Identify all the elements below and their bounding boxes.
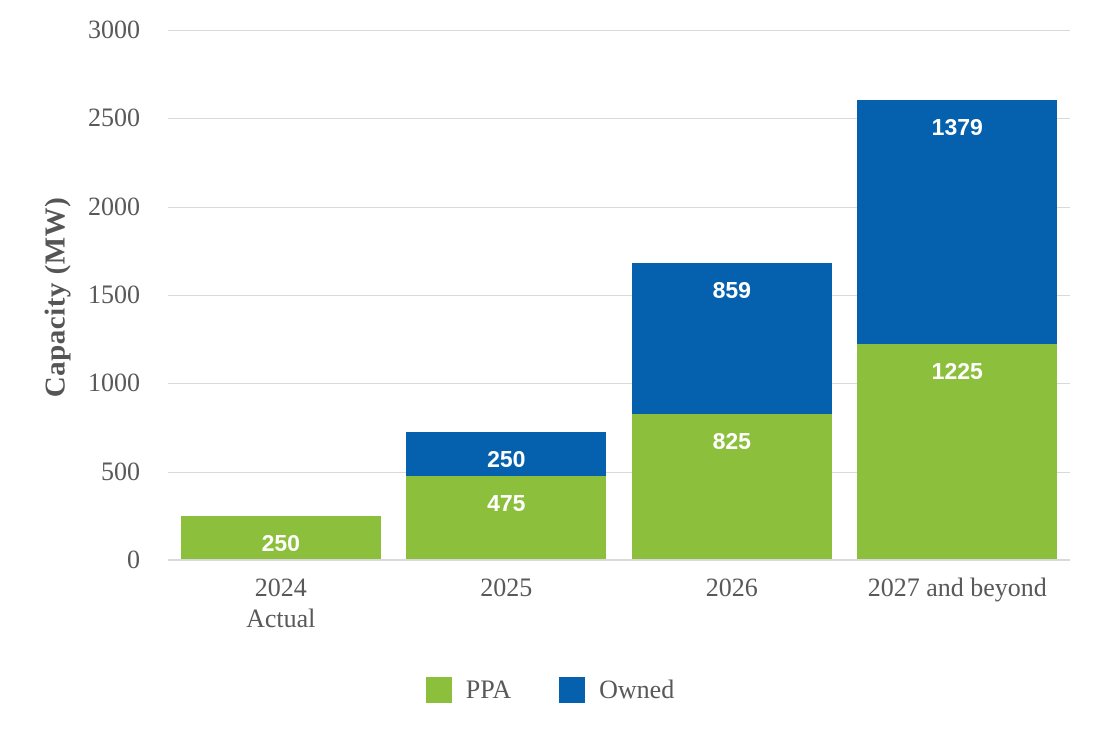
x-tick-label: 2026 xyxy=(619,572,845,603)
y-tick-label: 3000 xyxy=(88,15,140,44)
x-tick-label-line: 2025 xyxy=(480,573,533,602)
bar-value-label: 825 xyxy=(712,428,751,455)
bar-segment-owned-2026: 859 xyxy=(631,262,832,415)
legend: PPA Owned xyxy=(0,664,1100,716)
legend-item-ppa: PPA xyxy=(425,675,512,705)
x-axis-line xyxy=(168,559,1070,561)
x-tick-label: 2024 Actual xyxy=(168,572,394,634)
legend-label: PPA xyxy=(465,675,512,704)
legend-label: Owned xyxy=(599,675,675,704)
x-tick-label-line: 2026 xyxy=(705,573,758,602)
bar-value-label: 859 xyxy=(712,276,751,303)
bar-segment-ppa-2027-and-beyond: 1225 xyxy=(857,343,1058,560)
bar-segment-ppa-2026: 825 xyxy=(631,414,832,560)
gridline-500 xyxy=(168,471,1070,473)
y-tick-label: 2000 xyxy=(88,191,140,221)
bar-value-label: 475 xyxy=(487,490,526,517)
legend-item-owned: Owned xyxy=(559,675,674,705)
bar-value-label: 1379 xyxy=(931,113,983,140)
gridline-3000 xyxy=(168,30,1070,31)
y-tick-label: 2500 xyxy=(88,103,140,133)
bar-segment-ppa-2024-actual: 250 xyxy=(180,515,381,560)
gridline-2500 xyxy=(168,118,1070,120)
bar-segment-ppa-2025: 475 xyxy=(406,476,607,560)
bar-segment-owned-2027-and-beyond: 1379 xyxy=(857,99,1058,344)
gridline-1500 xyxy=(168,295,1070,296)
bar-segment-owned-2025: 250 xyxy=(406,431,607,477)
y-tick-label: 500 xyxy=(101,456,140,486)
legend-swatch-icon xyxy=(425,677,452,703)
gridline-1000 xyxy=(168,383,1070,385)
bar-value-label: 250 xyxy=(261,529,300,556)
x-tick-label: 2027 and beyond xyxy=(845,572,1071,603)
y-tick-label: 1000 xyxy=(88,368,140,398)
x-tick-label: 2025 xyxy=(394,572,620,603)
legend-swatch-icon xyxy=(559,677,586,703)
plot-area: 250 475 250 825 859 1225 1379 xyxy=(168,30,1070,561)
bar-value-label: 1225 xyxy=(931,357,983,384)
x-tick-label-line: 2027 and beyond xyxy=(867,573,1047,602)
y-tick-label: 1500 xyxy=(88,280,140,309)
x-tick-label-line: Actual xyxy=(246,604,316,633)
y-tick-label: 0 xyxy=(127,545,140,574)
x-tick-label-line: 2024 xyxy=(254,573,307,602)
gridline-2000 xyxy=(168,206,1070,208)
bar-value-label: 250 xyxy=(487,445,526,472)
